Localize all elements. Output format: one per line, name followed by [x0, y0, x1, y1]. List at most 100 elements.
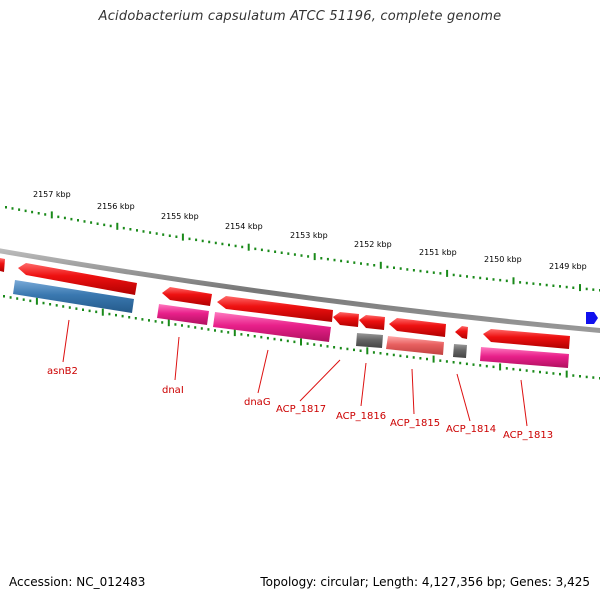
- gene-label-acp-1814[interactable]: ACP_1814: [446, 424, 496, 435]
- minor-tick: [90, 221, 93, 224]
- direction-arrow-icon: [586, 312, 598, 324]
- minor-tick: [88, 309, 91, 313]
- minor-tick: [559, 372, 561, 376]
- major-tick: [50, 211, 53, 219]
- minor-tick: [559, 285, 561, 288]
- minor-tick: [266, 336, 269, 340]
- minor-tick: [545, 283, 548, 287]
- minor-tick: [44, 213, 47, 216]
- gene-label-acp-1817[interactable]: ACP_1817: [276, 404, 326, 415]
- minor-tick: [154, 320, 157, 323]
- scale-label: 2150 kbp: [484, 255, 522, 264]
- minor-tick: [539, 370, 541, 374]
- minor-tick: [31, 210, 34, 214]
- gene-label-acp-1813[interactable]: ACP_1813: [503, 430, 553, 441]
- minor-tick: [346, 347, 349, 351]
- gene-label-acp-1816[interactable]: ACP_1816: [336, 411, 386, 422]
- minor-tick: [472, 363, 475, 366]
- minor-tick: [439, 272, 442, 275]
- major-tick: [167, 319, 170, 327]
- cds-feature[interactable]: [213, 312, 331, 342]
- minor-tick: [525, 281, 528, 285]
- minor-tick: [161, 321, 164, 324]
- minor-tick: [512, 367, 515, 371]
- gene-feature[interactable]: [217, 296, 333, 322]
- minor-tick: [208, 240, 211, 244]
- minor-tick: [49, 303, 52, 306]
- minor-tick: [9, 296, 12, 299]
- minor-tick: [386, 265, 389, 269]
- minor-tick: [532, 282, 535, 285]
- major-tick: [35, 297, 38, 305]
- cds-track: [13, 280, 569, 368]
- minor-tick: [234, 244, 237, 248]
- minor-tick: [16, 297, 19, 300]
- gene-feature[interactable]: [0, 258, 5, 272]
- cds-feature[interactable]: [157, 304, 209, 325]
- minor-tick: [479, 364, 482, 367]
- minor-tick: [366, 263, 369, 266]
- minor-tick: [399, 267, 402, 270]
- gene-feature[interactable]: [389, 318, 446, 337]
- minor-tick: [221, 242, 224, 246]
- gene-feature[interactable]: [455, 326, 468, 339]
- scale-labels: 2157 kbp 2156 kbp 2155 kbp 2154 kbp 2153…: [33, 190, 587, 271]
- gene-feature[interactable]: [359, 315, 385, 330]
- minor-tick: [293, 340, 296, 344]
- major-tick: [247, 243, 250, 251]
- cds-feature[interactable]: [453, 344, 467, 358]
- minor-tick: [77, 219, 79, 222]
- cds-feature[interactable]: [356, 333, 383, 348]
- minor-tick: [228, 243, 230, 247]
- minor-tick: [214, 329, 216, 332]
- minor-tick: [134, 317, 137, 320]
- major-tick: [565, 370, 568, 378]
- gene-label-asnB2[interactable]: asnB2: [47, 366, 78, 377]
- minor-tick: [359, 349, 362, 352]
- minor-tick: [499, 278, 502, 282]
- accession-text: Accession: NC_012483: [9, 575, 146, 589]
- minor-tick: [393, 266, 395, 269]
- minor-tick: [505, 279, 508, 283]
- cds-feature[interactable]: [386, 336, 444, 355]
- minor-tick: [525, 369, 528, 372]
- minor-tick: [412, 269, 415, 272]
- major-tick: [233, 329, 236, 337]
- gene-feature[interactable]: [333, 312, 359, 327]
- minor-tick: [445, 360, 448, 363]
- gene-feature[interactable]: [162, 287, 212, 306]
- major-tick: [366, 347, 369, 355]
- gene-label-dnaI[interactable]: dnaI: [162, 385, 184, 396]
- minor-tick: [565, 285, 568, 289]
- minor-tick: [3, 295, 5, 298]
- major-tick: [181, 233, 184, 241]
- minor-tick: [260, 248, 263, 252]
- gene-feature[interactable]: [483, 329, 570, 349]
- cds-feature[interactable]: [480, 347, 569, 368]
- minor-tick: [136, 229, 138, 232]
- minor-tick: [55, 304, 58, 307]
- minor-tick: [241, 245, 244, 249]
- gene-label-dnaG[interactable]: dnaG: [244, 397, 271, 408]
- minor-tick: [253, 335, 256, 338]
- cds-feature[interactable]: [13, 280, 134, 313]
- minor-tick: [572, 374, 575, 377]
- gene-label-acp-1815[interactable]: ACP_1815: [390, 418, 440, 429]
- minor-tick: [103, 223, 106, 227]
- minor-tick: [201, 239, 204, 243]
- minor-tick: [452, 361, 455, 364]
- minor-tick: [379, 352, 382, 355]
- minor-tick: [5, 206, 7, 209]
- minor-tick: [492, 365, 495, 369]
- gene-labels: asnB2 dnaI dnaG ACP_1817 ACP_1816 ACP_18…: [47, 366, 553, 441]
- minor-tick: [545, 371, 548, 374]
- minor-tick: [18, 208, 21, 211]
- minor-tick: [109, 224, 112, 228]
- major-tick: [116, 222, 119, 230]
- scale-label: 2154 kbp: [225, 222, 263, 231]
- minor-tick: [195, 238, 198, 242]
- minor-tick: [532, 370, 535, 373]
- major-tick: [512, 277, 515, 285]
- gene-feature[interactable]: [18, 263, 137, 295]
